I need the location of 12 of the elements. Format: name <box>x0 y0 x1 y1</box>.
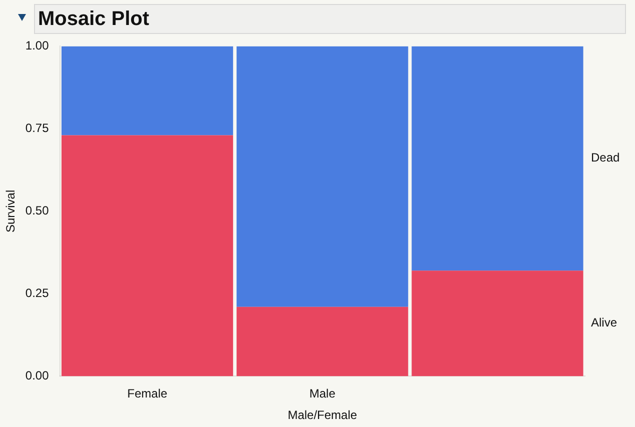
series-label: Dead <box>591 150 620 165</box>
y-tick-label: 0.25 <box>25 286 50 300</box>
series-label: Alive <box>591 316 618 330</box>
x-tick-label: Female <box>127 386 168 401</box>
x-axis-title: Male/Female <box>288 408 358 422</box>
y-tick-label: 0.75 <box>25 121 50 136</box>
y-tick-label: 0.50 <box>25 204 50 218</box>
y-tick-label: 1.00 <box>25 38 50 53</box>
y-axis-title: Survival <box>4 190 18 233</box>
x-tick-label: Male <box>309 386 336 401</box>
chart-title: Mosaic Plot <box>38 8 150 31</box>
y-tick-label: 0.00 <box>25 368 50 383</box>
